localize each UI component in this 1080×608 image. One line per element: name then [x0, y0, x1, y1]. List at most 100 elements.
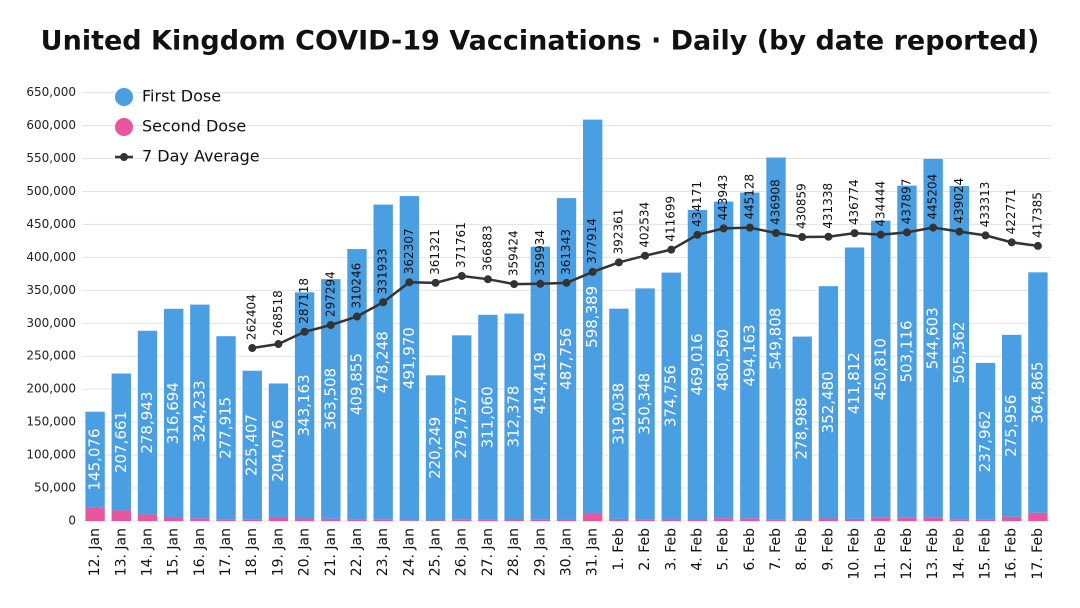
average-point [955, 227, 964, 236]
data-label: 204,076 [269, 420, 287, 482]
average-point [929, 223, 938, 232]
average-point [902, 228, 911, 237]
bar [556, 519, 577, 521]
data-label: 487,756 [557, 328, 575, 390]
data-label: 277,915 [217, 397, 235, 459]
data-label: 350,348 [636, 373, 654, 435]
data-label: 549,808 [767, 308, 785, 370]
x-tick-label: 17. Feb [1030, 528, 1046, 580]
x-tick-label: 24. Jan [401, 528, 417, 576]
bar [1028, 512, 1048, 521]
legend-label: Second Dose [142, 117, 246, 136]
x-tick-label: 6. Feb [742, 528, 758, 571]
bar [452, 519, 472, 521]
x-tick-label: 15. Jan [166, 528, 182, 576]
bar [163, 308, 184, 518]
bar [609, 308, 629, 519]
bar [504, 313, 524, 520]
bar [582, 513, 603, 521]
chart-title: United Kingdom COVID-19 Vaccinations · D… [41, 26, 1040, 57]
bar [844, 518, 865, 521]
average-point [274, 340, 283, 349]
bar [923, 517, 943, 521]
average-point [798, 233, 807, 242]
bar [85, 411, 105, 508]
average-label: 422771 [1004, 189, 1018, 235]
data-label: 145,076 [86, 428, 104, 490]
data-label: 278,943 [138, 392, 156, 454]
y-tick-label: 150,000 [26, 415, 76, 429]
bar [949, 186, 970, 520]
x-tick-label: 28. Jan [506, 528, 522, 576]
average-label: 430859 [795, 183, 809, 229]
bar [635, 519, 655, 521]
average-label: 434171 [690, 181, 704, 227]
bar [137, 330, 158, 515]
average-label: 287118 [297, 278, 311, 324]
bar [897, 517, 917, 521]
bar [975, 519, 996, 521]
x-tick-label: 5. Feb [716, 528, 732, 571]
bar [844, 247, 865, 519]
bar [792, 336, 812, 521]
x-tick-label: 21. Jan [323, 528, 339, 576]
average-label: 431338 [821, 183, 835, 229]
bar [1002, 334, 1022, 517]
average-point [641, 251, 650, 260]
data-label: 544,603 [924, 307, 942, 369]
average-point [693, 230, 702, 239]
x-tick-label: 13. Jan [113, 528, 129, 576]
average-label: 297294 [323, 271, 337, 317]
x-tick-label: 1. Feb [611, 528, 627, 571]
x-tick-label: 12. Feb [899, 528, 915, 580]
bar [85, 507, 105, 521]
bar [609, 518, 629, 521]
average-label: 436774 [847, 179, 861, 225]
bar [347, 519, 367, 521]
average-label: 362307 [402, 228, 416, 274]
data-label: 220,249 [426, 417, 444, 479]
average-label: 359424 [507, 230, 521, 276]
average-point [379, 298, 388, 307]
average-point [850, 229, 859, 238]
bar [582, 119, 603, 514]
y-tick-label: 350,000 [26, 283, 76, 297]
bar [321, 518, 341, 521]
average-point [431, 278, 440, 287]
bar [556, 198, 577, 520]
x-tick-label: 14. Feb [951, 528, 967, 580]
average-point [876, 230, 885, 239]
x-tick-label: 17. Jan [218, 528, 234, 576]
data-label: 494,163 [740, 324, 758, 386]
bar [871, 220, 891, 518]
x-tick-label: 2. Feb [637, 528, 653, 571]
bar [216, 519, 236, 521]
bar [975, 362, 996, 520]
x-tick-label: 13. Feb [925, 528, 941, 580]
y-tick-label: 450,000 [26, 217, 76, 231]
data-label: 324,233 [190, 380, 208, 442]
data-label: 491,970 [400, 327, 418, 389]
bar [268, 383, 289, 518]
y-tick-label: 650,000 [26, 85, 76, 99]
average-label: 366883 [480, 225, 494, 271]
average-label: 433313 [978, 182, 992, 228]
y-tick-label: 0 [68, 514, 76, 528]
bar [897, 185, 917, 518]
bar [949, 519, 970, 521]
y-tick-label: 200,000 [26, 382, 76, 396]
bar [818, 518, 839, 521]
average-point [352, 312, 361, 321]
legend-label: First Dose [142, 87, 221, 106]
data-label: 275,956 [1002, 395, 1020, 457]
y-tick-label: 50,000 [34, 481, 76, 495]
legend-swatch [120, 153, 128, 161]
average-point [745, 223, 754, 232]
x-tick-label: 30. Jan [559, 528, 575, 576]
y-tick-label: 100,000 [26, 448, 76, 462]
average-label: 445204 [926, 174, 940, 220]
data-label: 352,480 [819, 371, 837, 433]
average-point [1007, 238, 1016, 247]
data-label: 480,560 [714, 329, 732, 391]
